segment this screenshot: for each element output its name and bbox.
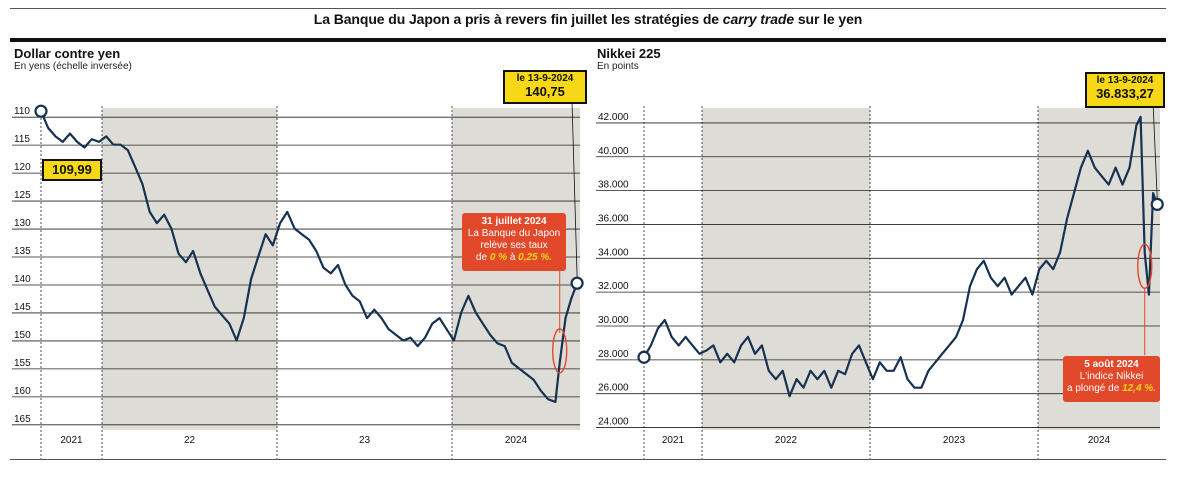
right-ytick-label: 36.000 [598, 213, 629, 224]
left-chart-subtitle: En yens (échelle inversée) [14, 61, 132, 72]
left-end-date: le 13-9-2024 [516, 73, 574, 84]
right-ytick-label: 28.000 [598, 349, 629, 360]
left-xtick-label: 2021 [60, 435, 83, 446]
left-ytick-label: 150 [14, 330, 31, 341]
left-ytick-label: 155 [14, 358, 31, 369]
left-ytick-label: 135 [14, 246, 31, 257]
left-shade-22 [102, 108, 277, 430]
right-event-note: 5 août 2024 L'indice Nikkei a plongé de … [1063, 356, 1160, 402]
right-ytick-label: 32.000 [598, 281, 629, 292]
right-ytick-label: 38.000 [598, 180, 629, 191]
right-ytick-label: 34.000 [598, 247, 629, 258]
right-chart-subtitle: En points [597, 61, 639, 72]
title-rule [10, 38, 1166, 42]
right-end-leader [1152, 101, 1158, 199]
left-series-line [39, 110, 579, 404]
left-ytick-label: 120 [14, 162, 31, 173]
left-start-value: 109,99 [52, 162, 92, 177]
left-xtick-label: 22 [184, 435, 196, 446]
right-end-callout: le 13-9-2024 36.833,27 [1085, 72, 1165, 108]
right-note-line1: L'indice Nikkei [1079, 371, 1144, 382]
left-xtick-label: 2024 [505, 435, 528, 446]
right-ytick-label: 30.000 [598, 315, 629, 326]
left-ytick-label: 165 [14, 414, 31, 425]
left-note-line2: relève ses taux [480, 240, 548, 251]
left-event-note: 31 juillet 2024 La Banque du Japon relèv… [462, 213, 566, 271]
left-start-marker [34, 104, 48, 118]
left-note-date: 31 juillet 2024 [481, 216, 547, 227]
top-rule [10, 8, 1166, 9]
title-text-emphasis: carry trade [722, 11, 795, 27]
left-ytick-label: 125 [14, 190, 31, 201]
right-end-marker [1150, 197, 1164, 211]
title-text-end: sur le yen [794, 11, 863, 27]
left-ytick-label: 145 [14, 302, 31, 313]
right-start-marker [637, 350, 651, 364]
left-ytick-label: 160 [14, 386, 31, 397]
right-series-line [643, 115, 1159, 398]
right-xtick-label: 2023 [943, 435, 966, 446]
left-end-leader [571, 101, 578, 278]
right-ytick-label: 24.000 [598, 417, 629, 428]
right-chart-title: Nikkei 225 [597, 46, 661, 61]
left-xtick-label: 23 [359, 435, 371, 446]
left-end-value: 140,75 [525, 84, 565, 99]
right-ytick-label: 42.000 [598, 112, 629, 123]
right-ytick-label: 40.000 [598, 146, 629, 157]
left-start-callout: 109,99 [42, 159, 102, 181]
left-ytick-label: 130 [14, 218, 31, 229]
bottom-rule [10, 459, 1166, 460]
right-ytick-label: 26.000 [598, 383, 629, 394]
right-end-value: 36.833,27 [1096, 86, 1154, 101]
left-end-callout: le 13-9-2024 140,75 [503, 70, 587, 104]
left-ytick-label: 140 [14, 274, 31, 285]
left-note-line3: de 0 % à 0,25 %. [475, 252, 553, 263]
title-text-start: La Banque du Japon a pris à revers fin j… [313, 11, 723, 27]
left-ytick-label: 115 [14, 134, 30, 145]
right-shade-2022 [702, 108, 870, 430]
left-end-marker [570, 276, 584, 290]
right-note-line2: a plongé de 12,4 %. [1067, 383, 1156, 394]
left-ytick-label: 110 [14, 106, 30, 117]
right-xtick-label: 2024 [1088, 435, 1111, 446]
right-note-date: 5 août 2024 [1084, 359, 1139, 370]
right-xtick-label: 2022 [775, 435, 798, 446]
right-xtick-label: 2021 [662, 435, 685, 446]
left-note-line1: La Banque du Japon [467, 228, 561, 239]
right-end-date: le 13-9-2024 [1096, 75, 1154, 86]
figure-title: La Banque du Japon a pris à revers fin j… [10, 6, 1166, 38]
left-chart-title: Dollar contre yen [14, 46, 121, 61]
